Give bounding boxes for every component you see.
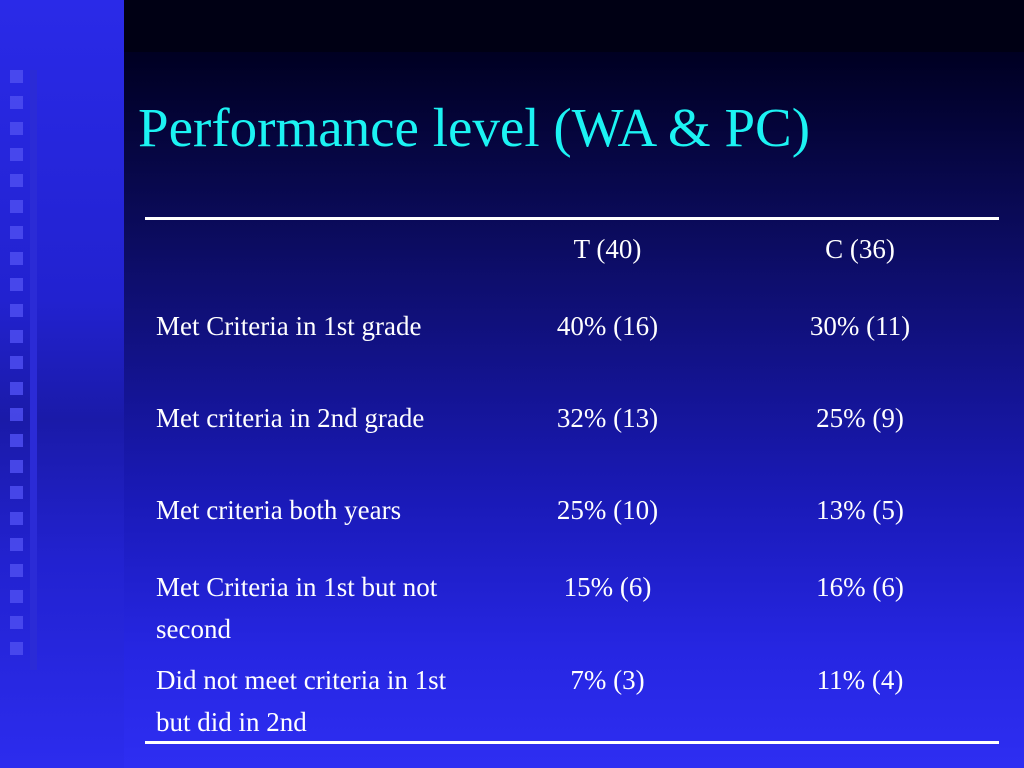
- decorative-square: [10, 486, 23, 499]
- decorative-square: [10, 304, 23, 317]
- row-1-c-value: 30% (11): [809, 311, 911, 341]
- row-2-c-value: 25% (9): [816, 403, 904, 433]
- decorative-square: [10, 434, 23, 447]
- row-1-label: Met Criteria in 1st grade: [156, 311, 422, 341]
- row-5-c-value: 11% (4): [816, 665, 904, 695]
- decorative-square: [10, 408, 23, 421]
- row-1-t-value: 40% (16): [556, 311, 659, 341]
- decorative-square: [10, 330, 23, 343]
- decorative-square: [10, 382, 23, 395]
- row-4-t-value: 15% (6): [563, 572, 652, 602]
- decorative-square: [10, 226, 23, 239]
- decorative-square: [10, 252, 23, 265]
- decorative-square: [10, 538, 23, 551]
- decorative-square: [10, 148, 23, 161]
- header-t: T (40): [573, 234, 642, 264]
- table-top-rule: [145, 217, 999, 220]
- decorative-square: [10, 460, 23, 473]
- decorative-square: [10, 564, 23, 577]
- decorative-square: [10, 512, 23, 525]
- top-dark-band: [124, 0, 1024, 52]
- decorative-square: [10, 278, 23, 291]
- row-4-label: Met Criteria in 1st but not second: [156, 572, 438, 644]
- row-4-c-value: 16% (6): [816, 572, 904, 602]
- decorative-square: [10, 616, 23, 629]
- decorative-square: [10, 70, 23, 83]
- decorative-square: [10, 200, 23, 213]
- header-c: C (36): [825, 234, 895, 264]
- decorative-square: [10, 174, 23, 187]
- row-3-label: Met criteria both years: [156, 495, 402, 525]
- decorative-square: [10, 122, 23, 135]
- row-5-t-value: 7% (3): [570, 665, 645, 695]
- row-2-t-value: 32% (13): [556, 403, 659, 433]
- decorative-bar: [30, 70, 37, 670]
- decorative-square: [10, 642, 23, 655]
- decorative-square: [10, 590, 23, 603]
- decorative-squares: [6, 70, 37, 670]
- row-2-label: Met criteria in 2nd grade: [156, 403, 425, 433]
- row-5-label: Did not meet criteria in 1st but did in …: [156, 665, 447, 737]
- decorative-square: [10, 96, 23, 109]
- decorative-square: [10, 356, 23, 369]
- left-decorative-strip: [0, 0, 124, 768]
- table-bottom-rule: [145, 741, 999, 744]
- row-3-c-value: 13% (5): [816, 495, 904, 525]
- row-3-t-value: 25% (10): [556, 495, 659, 525]
- slide-title: Performance level (WA & PC): [138, 97, 811, 158]
